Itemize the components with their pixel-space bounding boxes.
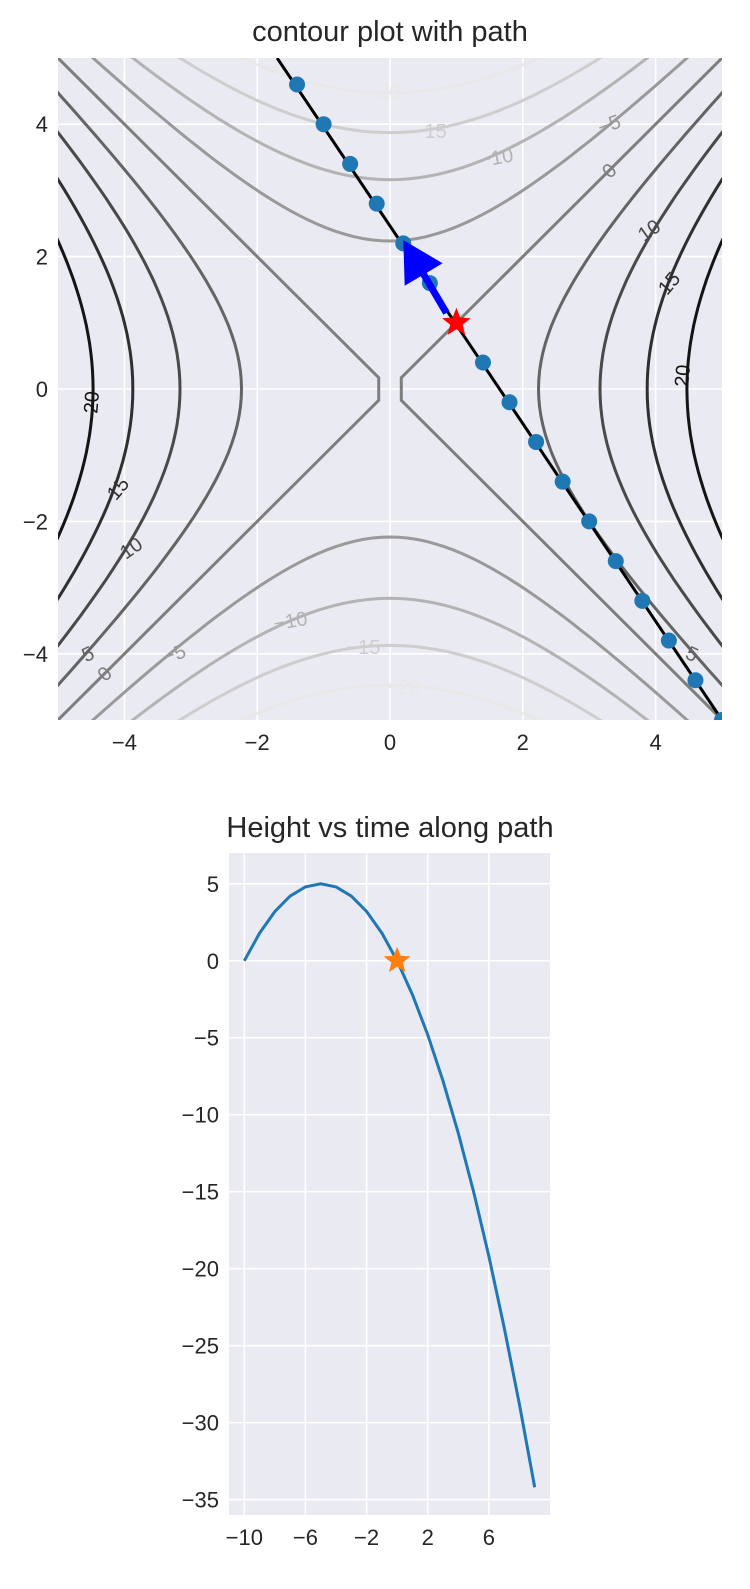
y-tick-label: 0 <box>207 949 219 974</box>
contour-label: −20 <box>386 677 420 699</box>
path-point <box>687 672 704 689</box>
contour-line <box>58 130 182 648</box>
path-point <box>714 712 722 720</box>
y-tick-label: −5 <box>194 1026 219 1051</box>
contour-line <box>90 58 690 243</box>
contour-line <box>177 58 603 135</box>
path-point <box>660 632 677 649</box>
height-series-line <box>242 882 537 1488</box>
path-point <box>342 155 359 172</box>
y-tick-label: −35 <box>182 1488 219 1513</box>
contour-line <box>598 130 722 648</box>
contour-line <box>177 643 603 720</box>
path-point <box>607 553 624 570</box>
contour-line <box>685 237 722 541</box>
contour-line <box>536 90 722 688</box>
y-tick-label: 5 <box>207 872 219 897</box>
path-point <box>474 354 491 371</box>
contour-chart-title: contour plot with path <box>252 16 528 48</box>
x-tick-label: −2 <box>354 1525 379 1550</box>
contour-line <box>645 176 722 602</box>
contour-line <box>237 58 543 95</box>
current-point-star <box>442 307 471 335</box>
y-tick-label: 4 <box>36 112 48 137</box>
contour-label: 20 <box>671 364 695 388</box>
contour-line <box>58 90 244 688</box>
path-point <box>368 195 385 212</box>
contour-line <box>90 535 690 720</box>
x-tick-label: 2 <box>517 730 529 755</box>
x-tick-label: 6 <box>483 1525 495 1550</box>
y-tick-label: −4 <box>23 642 48 667</box>
contour-line <box>399 58 722 720</box>
contour-line <box>58 237 95 541</box>
contour-line <box>130 596 650 720</box>
y-tick-label: 0 <box>36 377 48 402</box>
current-time-star <box>383 946 411 973</box>
y-tick-label: −2 <box>23 509 48 534</box>
contour-line <box>58 58 381 720</box>
path-point <box>528 433 545 450</box>
contour-label: −15 <box>346 637 380 659</box>
x-tick-label: −10 <box>226 1525 263 1550</box>
y-tick-label: −30 <box>182 1411 219 1436</box>
path-point <box>581 513 598 530</box>
height-chart-title: Height vs time along path <box>226 812 553 844</box>
contour-label: 20 <box>80 390 104 414</box>
path-point <box>634 592 651 609</box>
path-point <box>554 473 571 490</box>
height-plot-area <box>229 853 550 1515</box>
y-tick-label: −10 <box>182 1103 219 1128</box>
x-tick-label: −6 <box>293 1525 318 1550</box>
contour-line <box>130 58 650 182</box>
path-point <box>289 76 306 93</box>
x-tick-label: −2 <box>245 730 270 755</box>
height-chart: Height vs time along path −10 −6 −2 2 6 5 0 −5… <box>182 812 554 1550</box>
path-point <box>501 394 518 411</box>
path-point <box>315 116 332 133</box>
contour-line <box>237 683 543 720</box>
x-tick-label: 2 <box>422 1525 434 1550</box>
contour-label: −15 <box>413 121 447 143</box>
y-tick-label: 2 <box>36 245 48 270</box>
contour-label: −20 <box>366 81 400 103</box>
y-tick-label: −25 <box>182 1334 219 1359</box>
contour-line <box>58 176 135 602</box>
y-tick-label: −15 <box>182 1180 219 1205</box>
x-tick-label: 4 <box>649 730 661 755</box>
gradient-arrow <box>403 240 450 315</box>
x-tick-label: 0 <box>384 730 396 755</box>
y-tick-label: −20 <box>182 1257 219 1282</box>
x-tick-label: −4 <box>112 730 137 755</box>
